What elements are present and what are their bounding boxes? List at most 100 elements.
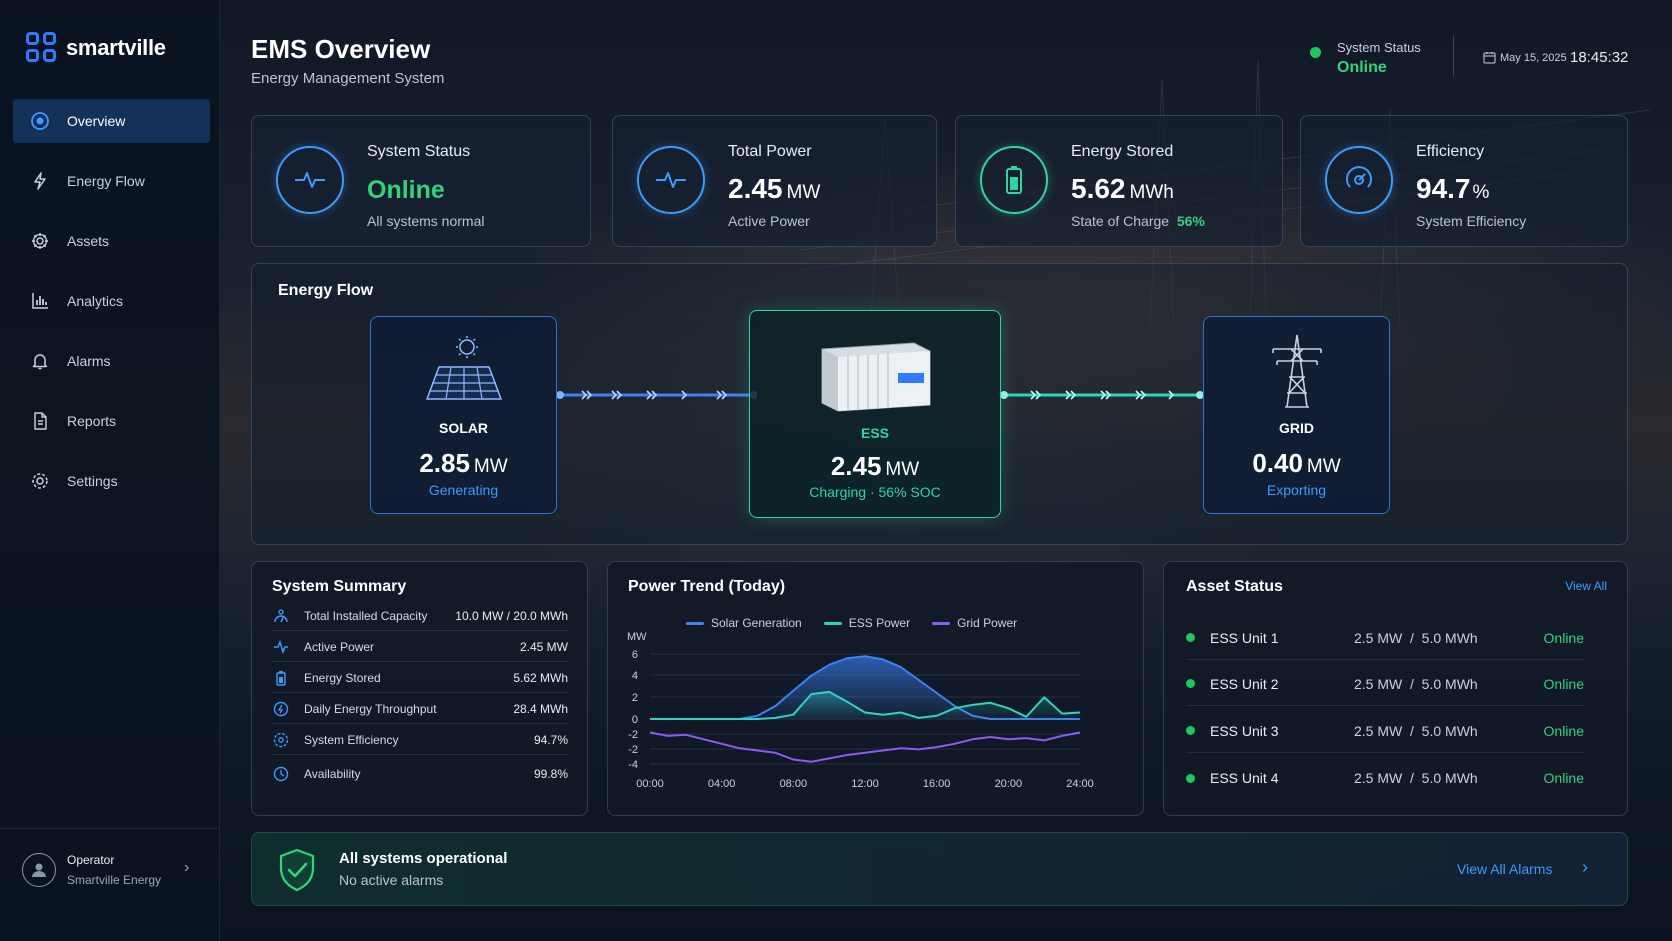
analytics-icon — [29, 290, 51, 312]
solar-label: SOLAR — [439, 420, 488, 436]
header-date: May 15, 2025 — [1483, 51, 1567, 64]
summary-value: 5.62 MWh — [513, 671, 568, 685]
page-title: EMS Overview — [251, 34, 431, 64]
summary-label: Active Power — [304, 640, 375, 654]
solar-panel-icon — [425, 336, 503, 400]
asset-status: Online — [1543, 675, 1584, 692]
grid-number: 0.40 — [1252, 448, 1303, 478]
x-axis-ticks: 00:00 04:00 08:00 12:00 16:00 20:00 24:00 — [636, 778, 1094, 790]
summary-label: Availability — [304, 766, 361, 781]
kpi-value: 2.45 MW — [728, 173, 820, 205]
sidebar-item-settings[interactable]: Settings — [13, 459, 210, 503]
asset-status: Online — [1543, 629, 1584, 646]
kpi-subtitle: All systems normal — [367, 213, 485, 229]
asset-row[interactable]: ESS Unit 2 2.5 MW / 5.0 MWh Online — [1186, 662, 1584, 706]
x-tick-label: 20:00 — [995, 778, 1023, 790]
ess-value: 2.45 MW — [750, 451, 1000, 482]
kpi-card-energy-stored[interactable]: Energy Stored 5.62 MWh State of Charge 56… — [955, 115, 1283, 247]
brand-logo[interactable]: smartville — [26, 32, 166, 64]
summary-label: System Efficiency — [304, 733, 399, 747]
asset-name: ESS Unit 2 — [1210, 675, 1279, 692]
summary-row: Total Installed Capacity 10.0 MW / 20.0 … — [272, 602, 568, 631]
pulse-icon — [272, 638, 290, 656]
solar-number: 2.85 — [419, 448, 470, 478]
soc-label: State of Charge — [1071, 213, 1170, 229]
solar-node[interactable]: SOLAR 2.85 MW Generating — [370, 316, 557, 514]
kpi-card-system-status[interactable]: System Status Online All systems normal — [251, 115, 591, 247]
battery-icon — [272, 669, 290, 687]
chevron-right-icon[interactable]: › — [1582, 857, 1588, 877]
operator-profile[interactable]: Operator Smartville Energy › — [0, 828, 220, 941]
asset-row[interactable]: ESS Unit 4 2.5 MW / 5.0 MWh Online — [1186, 756, 1584, 800]
sidebar-item-assets[interactable]: Assets — [13, 219, 210, 263]
section-title: Asset Status — [1186, 578, 1283, 595]
y-tick-label: 2 — [632, 692, 638, 704]
series-line-ess — [650, 690, 1081, 720]
sidebar-item-label: Reports — [67, 413, 117, 429]
grid-state: Exporting — [1266, 482, 1327, 498]
asset-status: Online — [1543, 722, 1584, 739]
chart-title: Power Trend (Today) — [628, 578, 786, 595]
y-tick-label: -4 — [628, 759, 638, 771]
kpi-title: System Status — [367, 143, 471, 160]
kpi-value: Online — [367, 176, 445, 204]
logo-icon — [26, 32, 58, 64]
grid-value: 0.40 MW — [1204, 448, 1389, 479]
banner-subtitle: No active alarms — [339, 872, 444, 888]
sidebar-item-overview[interactable]: Overview — [13, 99, 210, 143]
kpi-title: Total Power — [728, 143, 812, 160]
report-icon — [29, 410, 51, 432]
ess-container-icon — [821, 342, 931, 412]
kpi-value: 94.7% — [1416, 173, 1489, 205]
kpi-card-total-power[interactable]: Total Power 2.45 MW Active Power — [612, 115, 937, 247]
grid-node[interactable]: GRID 0.40 MW Exporting — [1203, 316, 1390, 514]
view-all-assets-link[interactable]: View All — [1565, 579, 1607, 593]
ess-state-separator: · — [869, 484, 875, 500]
kpi-card-efficiency[interactable]: Efficiency 94.7% System Efficiency — [1300, 115, 1628, 247]
x-tick-label: 04:00 — [708, 778, 736, 790]
ess-state-text: Charging — [809, 484, 867, 500]
kpi-unit: MWh — [1129, 182, 1174, 203]
page-subtitle: Energy Management System — [251, 70, 445, 87]
sidebar-item-label: Analytics — [67, 293, 124, 309]
capacity-icon — [272, 607, 290, 625]
legend-item-ess[interactable]: ESS Power — [823, 616, 910, 630]
solar-state: Generating — [428, 482, 499, 498]
series-area-ess — [650, 691, 1080, 719]
asset-row[interactable]: ESS Unit 1 2.5 MW / 5.0 MWh Online — [1186, 616, 1584, 660]
asset-spec: 2.5 MW / 5.0 MWh — [1354, 675, 1478, 692]
ess-label: ESS — [860, 425, 889, 441]
sidebar: smartville Overview Energy Flow Assets A… — [0, 0, 220, 941]
series-line-grid — [649, 731, 1081, 763]
soc-value: 56% — [1176, 213, 1205, 229]
calendar-icon — [1483, 52, 1496, 64]
header-divider — [1453, 36, 1454, 76]
y-axis-ticks: 6 4 2 0 -2 -2 -4 — [628, 649, 638, 771]
chevron-right-icon[interactable]: › — [184, 859, 190, 876]
legend-label: Grid Power — [957, 616, 1018, 630]
summary-value: 99.8% — [533, 766, 568, 781]
view-all-alarms-link[interactable]: View All Alarms — [1457, 861, 1553, 877]
y-tick-label: 4 — [632, 670, 638, 682]
section-title: System Summary — [272, 578, 407, 595]
ess-unit: MW — [885, 459, 920, 480]
y-axis-label: MW — [627, 631, 647, 643]
ess-state: Charging · 56% SOC — [750, 484, 1000, 500]
asset-spec: 2.5 MW / 5.0 MWh — [1354, 722, 1478, 739]
kpi-unit: % — [1472, 182, 1490, 203]
sidebar-item-analytics[interactable]: Analytics — [13, 279, 210, 323]
sidebar-item-alarms[interactable]: Alarms — [13, 339, 210, 383]
y-tick-label: -2 — [628, 729, 638, 741]
asset-name: ESS Unit 3 — [1210, 722, 1279, 739]
kpi-subtitle: Active Power — [728, 213, 810, 229]
legend-item-grid[interactable]: Grid Power — [932, 616, 1017, 630]
asset-row[interactable]: ESS Unit 3 2.5 MW / 5.0 MWh Online — [1186, 709, 1584, 753]
avatar — [22, 853, 56, 887]
legend-swatch — [686, 621, 704, 625]
sidebar-item-energy-flow[interactable]: Energy Flow — [13, 159, 210, 203]
ess-node[interactable]: ESS 2.45 MW Charging · 56% SOC — [749, 310, 1001, 518]
pulse-icon — [276, 146, 344, 214]
sidebar-item-label: Alarms — [67, 353, 111, 369]
legend-item-solar[interactable]: Solar Generation — [686, 616, 802, 630]
sidebar-item-reports[interactable]: Reports — [13, 399, 210, 443]
